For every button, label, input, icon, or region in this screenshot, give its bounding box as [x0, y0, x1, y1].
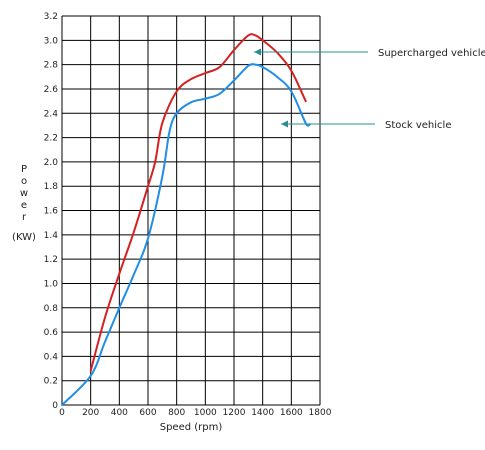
x-tick-label: 0 [59, 408, 65, 418]
y-tick-label: 0.6 [44, 328, 59, 338]
y-tick-label: 0 [52, 401, 58, 411]
y-axis-label-char: P [21, 164, 27, 175]
x-tick-label: 1200 [223, 408, 246, 418]
x-tick-label: 600 [139, 408, 156, 418]
x-tick-label: 1600 [280, 408, 303, 418]
y-axis-label-char: r [22, 212, 27, 223]
tick-labels: 0 200 400 600 800 1000 1200 1400 1600 1800 0 0.2 0.4… [44, 12, 332, 418]
y-tick-label: 2.6 [44, 85, 59, 95]
x-tick-label: 400 [111, 408, 128, 418]
y-axis-unit: (KW) [12, 232, 36, 243]
y-tick-label: 1.8 [44, 182, 59, 192]
x-tick-label: 1400 [251, 408, 274, 418]
y-tick-label: 0.2 [44, 377, 58, 387]
y-tick-label: 3.0 [44, 36, 59, 46]
series-line-supercharged [89, 33, 307, 372]
x-tick-label: 1800 [309, 408, 332, 418]
y-tick-label: 2.0 [44, 158, 59, 168]
arrow-supercharged [254, 48, 368, 56]
y-axis-label-char: o [21, 176, 27, 187]
x-tick-label: 200 [82, 408, 99, 418]
y-tick-label: 2.2 [44, 134, 58, 144]
x-tick-label: 800 [168, 408, 185, 418]
y-axis-label-char: w [20, 188, 28, 199]
y-tick-label: 1.0 [44, 279, 59, 289]
x-tick-label: 1000 [194, 408, 217, 418]
y-tick-label: 1.6 [44, 207, 59, 217]
annotation-arrows [254, 48, 375, 128]
annotation-stock: Stock vehicle [385, 120, 451, 131]
arrow-stock [281, 120, 375, 128]
y-tick-label: 3.2 [44, 12, 58, 22]
y-axis-label-char: e [21, 200, 27, 211]
series-layer [61, 33, 311, 406]
series-line-stock [61, 63, 311, 406]
annotation-supercharged: Supercharged vehicle [378, 48, 485, 59]
y-tick-label: 1.2 [44, 255, 58, 265]
y-tick-label: 0.4 [44, 352, 59, 362]
y-tick-label: 0.8 [44, 304, 59, 314]
x-axis-label: Speed (rpm) [160, 422, 223, 433]
y-tick-label: 2.4 [44, 109, 59, 119]
y-tick-label: 1.4 [44, 231, 59, 241]
y-tick-label: 2.8 [44, 61, 59, 71]
grid [61, 15, 321, 406]
